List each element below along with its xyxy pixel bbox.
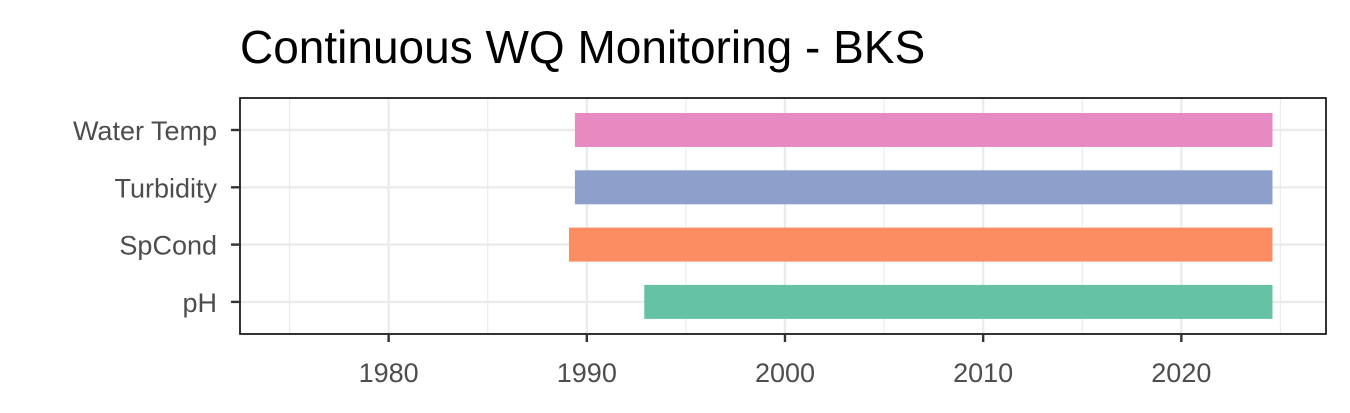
range-bar-water-temp: [574, 113, 1273, 147]
y-tick-label-1: SpCond: [119, 231, 217, 261]
x-tick-label-3: 2010: [953, 358, 1013, 388]
x-tick-label-1: 1990: [557, 358, 617, 388]
x-tick-label-2: 2000: [755, 358, 815, 388]
plot-panel-border: [239, 97, 1327, 335]
axes: pH SpCond Turbidity Water Temp 1980 1990 2000 2…: [73, 116, 1211, 388]
chart-title: Continuous WQ Monitoring - BKS: [240, 21, 925, 73]
range-bar-ph: [644, 284, 1273, 319]
y-tick-label-0: pH: [182, 288, 217, 318]
bars: [568, 113, 1273, 319]
range-bar-turbidity: [574, 170, 1273, 205]
x-tick-label-0: 1980: [359, 358, 419, 388]
x-tick-label-4: 2020: [1151, 358, 1211, 388]
y-tick-label-3: Water Temp: [73, 116, 217, 146]
y-tick-label-2: Turbidity: [114, 173, 217, 203]
range-bar-spcond: [568, 227, 1273, 262]
